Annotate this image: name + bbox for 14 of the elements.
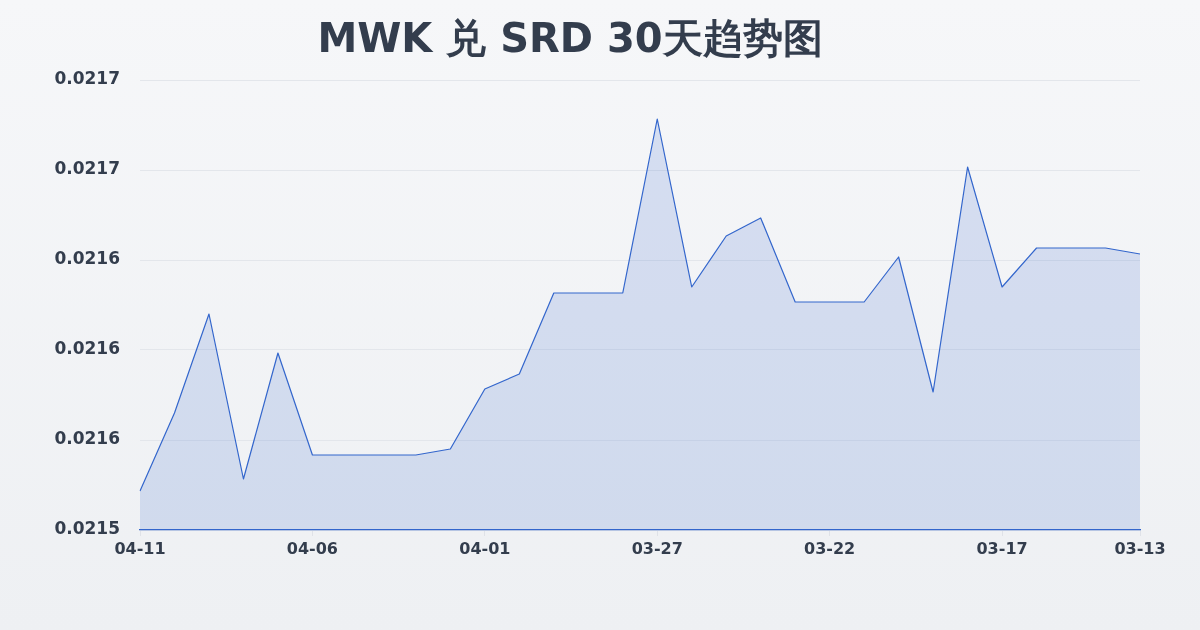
x-tick-label: 04-01 [459, 538, 511, 558]
y-tick-label: 0.0216 [54, 338, 120, 359]
y-tick-label: 0.0216 [54, 248, 120, 269]
y-tick-label: 0.0217 [54, 68, 120, 89]
x-tick-label: 04-11 [114, 538, 166, 558]
y-tick-label: 0.0217 [54, 158, 120, 179]
x-tick-label: 03-27 [631, 538, 683, 558]
x-tick-label: 03-22 [804, 538, 856, 558]
chart-title: MWK 兑 SRD 30天趋势图 [317, 15, 823, 62]
y-tick-label: 0.0216 [54, 428, 120, 449]
x-tick-label: 03-17 [976, 538, 1028, 558]
x-tick-label: 03-13 [1114, 538, 1166, 558]
y-tick-label: 0.0215 [54, 518, 120, 539]
x-tick-label: 04-06 [286, 538, 338, 558]
